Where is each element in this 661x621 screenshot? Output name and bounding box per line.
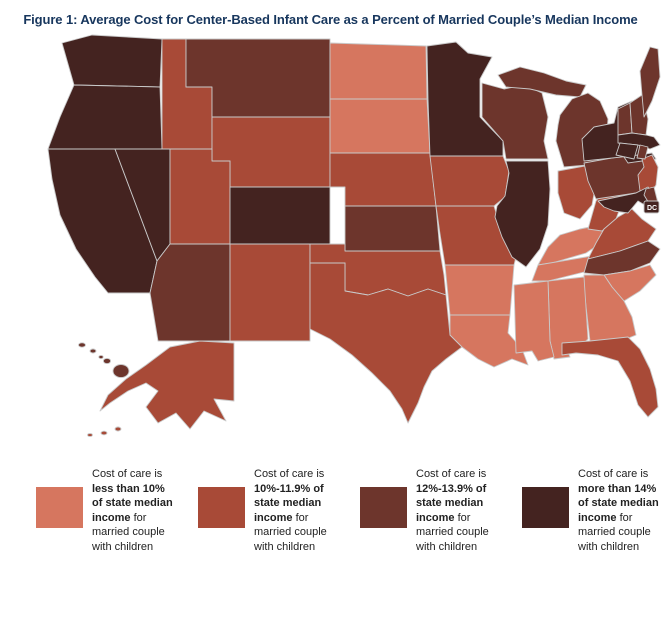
state-hi-island	[112, 364, 130, 378]
state-ak-island	[114, 426, 122, 432]
state-or	[47, 84, 163, 150]
us-choropleth-map: DC	[0, 29, 661, 449]
map-svg: DC	[47, 34, 661, 437]
legend-prefix: Cost of care is	[254, 468, 325, 480]
state-ne	[329, 152, 437, 207]
state-co	[229, 186, 331, 245]
state-hi-island	[102, 357, 112, 365]
legend-bold: 12%-13.9% of state median income	[416, 482, 487, 524]
legend-label-10-119: Cost of care is 10%-11.9% of state media…	[254, 467, 338, 554]
state-mi-upper	[497, 66, 587, 98]
legend-item-12-139: Cost of care is 12%-13.9% of state media…	[360, 463, 500, 554]
legend-label-12-139: Cost of care is 12%-13.9% of state media…	[416, 467, 500, 554]
legend-prefix: Cost of care is	[578, 468, 649, 480]
legend-swatch-lt10	[36, 487, 83, 528]
state-ar	[444, 264, 515, 316]
legend-bold: less than 10% of state median income	[92, 482, 173, 524]
state-az	[149, 243, 231, 342]
legend-swatch-12-139	[360, 487, 407, 528]
legend: Cost of care is less than 10% of state m…	[0, 449, 661, 554]
state-mn	[426, 41, 504, 157]
legend-suffix: for married couple with children	[578, 511, 651, 553]
state-me	[639, 46, 661, 118]
legend-bold: 10%-11.9% of state median income	[254, 482, 324, 524]
state-ga	[583, 274, 637, 342]
state-ct	[615, 142, 639, 160]
state-ak-island	[87, 433, 93, 437]
state-ak	[99, 340, 235, 430]
legend-suffix: for married couple with children	[254, 511, 327, 553]
state-nd	[329, 42, 428, 100]
state-ks	[344, 205, 441, 252]
state-wa	[61, 34, 163, 88]
state-sd	[329, 98, 431, 154]
state-ut	[169, 148, 231, 245]
legend-item-lt10: Cost of care is less than 10% of state m…	[36, 463, 176, 554]
state-ak-island	[100, 430, 108, 436]
dc-label: DC	[647, 205, 657, 212]
legend-item-gt14: Cost of care is more than 14% of state m…	[522, 463, 661, 554]
legend-prefix: Cost of care is	[416, 468, 487, 480]
state-fl	[561, 336, 659, 418]
figure-title: Figure 1: Average Cost for Center-Based …	[23, 12, 638, 27]
state-hi-island	[98, 354, 104, 360]
legend-suffix: for married couple with children	[92, 511, 165, 553]
state-ia	[429, 155, 510, 207]
legend-suffix: for married couple with children	[416, 511, 489, 553]
state-dc	[643, 200, 660, 214]
state-nm	[229, 243, 311, 342]
legend-bold: more than 14% of state median income	[578, 482, 659, 524]
legend-label-gt14: Cost of care is more than 14% of state m…	[578, 467, 661, 554]
legend-label-lt10: Cost of care is less than 10% of state m…	[92, 467, 176, 554]
state-md	[597, 186, 655, 214]
legend-swatch-gt14	[522, 487, 569, 528]
state-la	[449, 314, 529, 368]
state-hi-island	[89, 348, 97, 354]
state-ms	[513, 280, 555, 362]
legend-swatch-10-119	[198, 487, 245, 528]
state-hi-island	[78, 342, 86, 348]
state-il	[494, 160, 551, 268]
state-ri	[636, 144, 649, 160]
legend-item-10-119: Cost of care is 10%-11.9% of state media…	[198, 463, 338, 554]
state-tx	[309, 262, 463, 424]
legend-prefix: Cost of care is	[92, 468, 163, 480]
